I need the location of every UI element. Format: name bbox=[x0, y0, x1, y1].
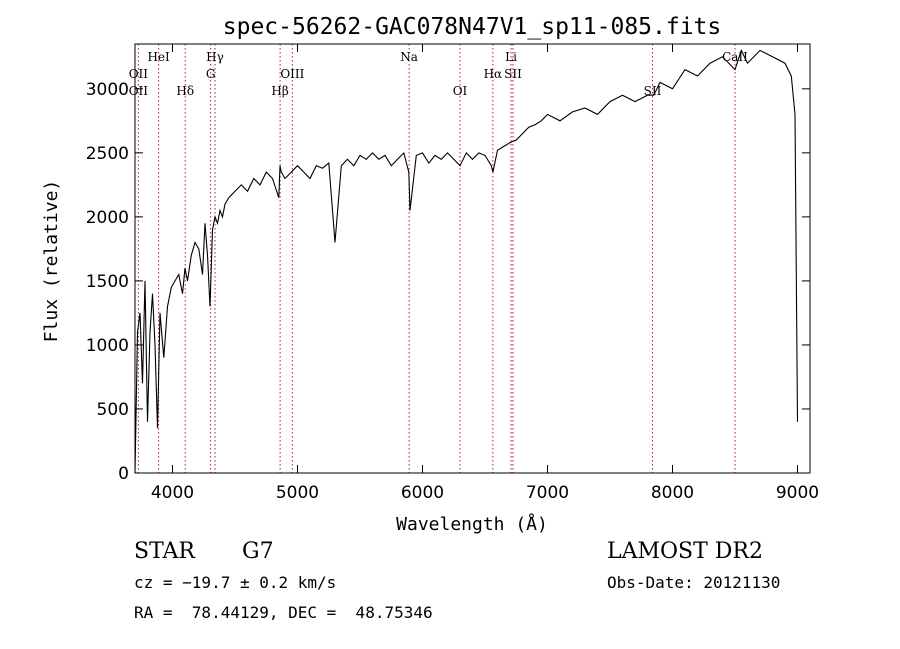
plot-frame bbox=[134, 43, 811, 474]
x-tick-label: 8000 bbox=[651, 483, 694, 503]
y-axis-label: Flux (relative) bbox=[41, 180, 62, 343]
y-tick-label: 1000 bbox=[86, 336, 129, 356]
survey-name: LAMOST DR2 bbox=[607, 539, 763, 564]
x-axis-label: Wavelength (Å) bbox=[396, 513, 548, 535]
spectral-line-label: HeI bbox=[147, 50, 170, 64]
redshift-velocity: cz = −19.7 ± 0.2 km/s bbox=[134, 573, 337, 592]
y-tick-label: 0 bbox=[118, 464, 129, 484]
spectral-line-label: CaII bbox=[722, 50, 748, 64]
y-tick-label: 2500 bbox=[86, 144, 129, 164]
x-tick-label: 5000 bbox=[276, 483, 319, 503]
observation-date: Obs-Date: 20121130 bbox=[607, 573, 781, 592]
y-tick-label: 500 bbox=[97, 400, 129, 420]
spectral-line-label: Li bbox=[505, 50, 517, 64]
spectral-line-label: Hγ bbox=[206, 50, 224, 64]
spectral-line-label: OII bbox=[129, 67, 149, 81]
spectral-line-label: Hα bbox=[484, 67, 503, 81]
y-tick-label: 1500 bbox=[86, 272, 129, 292]
x-tick-label: 7000 bbox=[526, 483, 569, 503]
spectrum-line bbox=[134, 48, 799, 474]
object-class: STAR bbox=[134, 539, 195, 564]
object-subclass: G7 bbox=[242, 539, 274, 564]
spectral-line-markers bbox=[137, 44, 736, 473]
spectral-line-label: Hδ bbox=[176, 84, 194, 98]
y-tick-label: 2000 bbox=[86, 208, 129, 228]
x-tick-label: 9000 bbox=[776, 483, 819, 503]
spectral-line-label: G bbox=[206, 67, 216, 81]
spectral-line-label: Hβ bbox=[271, 84, 288, 98]
x-axis-ticks: 4000 5000 6000 7000 8000 9000 bbox=[151, 44, 819, 503]
spectral-line-label: SII bbox=[504, 67, 522, 81]
y-axis-ticks: 0 500 1000 1500 2000 2500 3000 bbox=[86, 80, 810, 484]
chart-title: spec-56262-GAC078N47V1_sp11-085.fits bbox=[223, 14, 722, 40]
spectral-line-label: Na bbox=[400, 50, 418, 64]
x-tick-label: 6000 bbox=[401, 483, 444, 503]
spectral-line-label: OIII bbox=[280, 67, 304, 81]
x-tick-label: 4000 bbox=[151, 483, 194, 503]
coordinates: RA = 78.44129, DEC = 48.75346 bbox=[134, 603, 433, 622]
spectral-line-label: OI bbox=[453, 84, 468, 98]
y-tick-label: 3000 bbox=[86, 80, 129, 100]
spectral-line-label: OII bbox=[129, 84, 149, 98]
